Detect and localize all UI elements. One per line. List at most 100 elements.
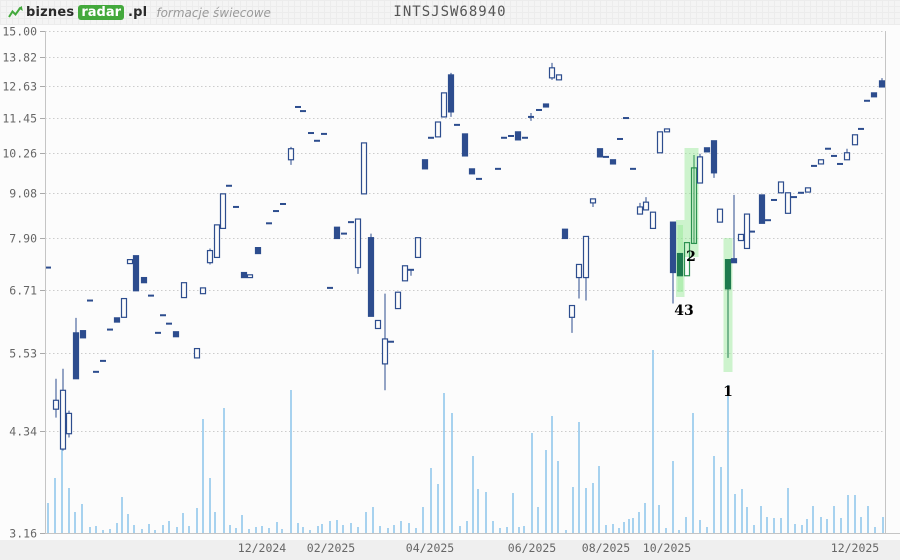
hollow-candle (843, 152, 851, 161)
doji-candle (858, 127, 864, 130)
hollow-candle (354, 218, 362, 269)
doji-candle (155, 331, 161, 334)
volume-bar (268, 528, 270, 533)
hollow-candle (642, 201, 650, 211)
volume-bar (632, 518, 634, 533)
y-axis-label: 7.90 (9, 232, 37, 246)
hollow-candle (683, 241, 691, 277)
volume-bar (188, 526, 190, 533)
formation-subtitle: formacje świecowe (156, 5, 271, 20)
volume-bar (400, 521, 402, 533)
hollow-candle (180, 282, 188, 299)
doji-candle (348, 221, 354, 224)
doji-candle (408, 268, 414, 271)
volume-bar (512, 493, 514, 533)
doji-candle (528, 115, 534, 118)
volume-bar (415, 528, 417, 533)
hollow-candle (401, 265, 409, 282)
doji-candle (791, 196, 797, 199)
volume-bar (492, 521, 494, 533)
y-axis-label: 11.45 (2, 112, 37, 126)
volume-bar (678, 530, 680, 533)
volume-bar (833, 506, 835, 533)
doji-candle (495, 167, 501, 170)
doji-candle (280, 202, 286, 205)
doji-candle (501, 136, 507, 139)
doji-candle (327, 286, 333, 289)
volume-bar (141, 529, 143, 533)
volume-bar (612, 524, 614, 533)
volume-bar (860, 517, 862, 533)
volume-bar (854, 495, 856, 533)
volume-bar (121, 497, 123, 533)
volume-bar (665, 528, 667, 533)
hollow-candle (636, 206, 644, 215)
volume-bar (692, 413, 694, 533)
volume-bar (281, 529, 283, 533)
volume-bar (102, 530, 104, 533)
hollow-candle (440, 92, 448, 118)
hollow-candle (199, 287, 207, 295)
volume-bar (644, 503, 646, 533)
doji-candle (864, 99, 870, 102)
hollow-candle (206, 249, 214, 264)
volume-bar (727, 385, 729, 533)
doji-candle (749, 230, 755, 233)
hollow-candle (743, 213, 751, 250)
volume-bar (182, 513, 184, 533)
formation-label: 2 (686, 249, 696, 265)
hollow-candle (690, 167, 698, 245)
volume-bar (336, 520, 338, 533)
volume-bar (477, 489, 479, 533)
volume-bar (235, 528, 237, 533)
y-axis-label: 6.71 (9, 284, 37, 298)
doji-candle (765, 219, 771, 222)
x-axis-label: 12/2024 (238, 541, 287, 555)
hollow-candle (434, 121, 442, 138)
doji-candle (428, 136, 434, 139)
volume-bar (81, 504, 83, 533)
volume-bar (162, 525, 164, 533)
volume-bar (658, 505, 660, 533)
hollow-candle (737, 233, 745, 242)
filled-candle (172, 331, 180, 338)
doji-candle (831, 154, 837, 157)
hollow-candle (555, 74, 563, 81)
x-axis-label: 10/2025 (643, 541, 691, 555)
hollow-candle (716, 208, 724, 223)
doji-candle (300, 110, 306, 113)
hollow-candle (589, 198, 597, 204)
filled-candle (240, 271, 248, 279)
footer-strip (0, 540, 900, 560)
volume-bar (551, 416, 553, 533)
x-axis-label: 02/2025 (307, 541, 355, 555)
doji-candle (508, 134, 514, 137)
volume-bar (578, 422, 580, 533)
volume-bar (74, 512, 76, 533)
x-axis-label: 12/2025 (831, 541, 879, 555)
volume-bar (741, 489, 743, 533)
doji-candle (226, 184, 232, 187)
biznesradar-logo[interactable]: biznes radar .pl (8, 5, 147, 20)
volume-bar (350, 523, 352, 533)
volume-bar (472, 456, 474, 533)
volume-bar (623, 522, 625, 533)
volume-bar (443, 393, 445, 533)
doji-candle (100, 359, 106, 362)
volume-bar (116, 523, 118, 533)
volume-bar (506, 527, 508, 533)
volume-bar (223, 408, 225, 533)
volume-bar (867, 506, 869, 533)
x-axis-label: 06/2025 (508, 541, 556, 555)
volume-bar (773, 518, 775, 533)
doji-candle (233, 205, 239, 208)
volume-bar (572, 487, 574, 533)
volume-bar (302, 527, 304, 533)
doji-candle (617, 137, 623, 140)
volume-bar (290, 390, 292, 533)
hollow-candle (568, 304, 576, 318)
volume-bar (408, 523, 410, 533)
hollow-candle (219, 193, 227, 230)
volume-bar (176, 527, 178, 533)
hollow-candle (120, 297, 128, 318)
